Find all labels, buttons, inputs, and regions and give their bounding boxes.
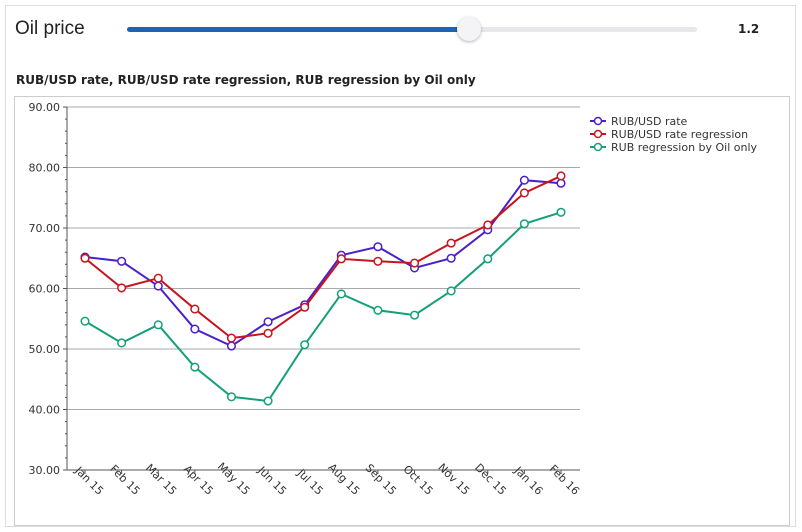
- x-tick-label: Apr 15: [181, 463, 216, 498]
- data-point: [409, 310, 420, 320]
- data-point: [300, 340, 310, 350]
- data-point: [263, 396, 273, 406]
- data-point: [190, 324, 200, 334]
- x-tick-label: May 15: [215, 460, 253, 498]
- y-tick-label: 80.00: [29, 162, 61, 175]
- x-tick-label: Jan 15: [72, 463, 106, 497]
- panel: [5, 5, 796, 527]
- data-point: [153, 281, 163, 291]
- legend-label: RUB regression by Oil only: [611, 141, 758, 154]
- x-tick-label: Nov 15: [435, 461, 472, 498]
- data-point: [263, 328, 273, 338]
- legend-label: RUB/USD rate: [611, 115, 688, 128]
- data-point: [263, 317, 273, 327]
- x-tick-label: Oct 15: [400, 463, 435, 498]
- x-tick-label: Sep 15: [363, 461, 399, 497]
- data-point: [519, 219, 529, 229]
- y-tick-label: 40.00: [29, 404, 61, 417]
- y-tick-label: 70.00: [29, 222, 61, 235]
- x-tick-label: Jun 15: [255, 463, 289, 497]
- x-tick-label: Feb 15: [107, 462, 142, 497]
- data-point: [226, 333, 237, 343]
- legend-label: RUB/USD rate regression: [611, 128, 748, 141]
- data-point: [483, 220, 493, 230]
- data-point: [190, 362, 200, 372]
- legend-marker: [593, 116, 603, 126]
- data-point: [556, 207, 566, 217]
- data-point: [80, 253, 90, 263]
- slider-fill: [127, 27, 469, 32]
- data-point: [153, 320, 163, 330]
- data-point: [190, 304, 200, 314]
- y-tick-label: 30.00: [29, 464, 61, 477]
- y-tick-label: 90.00: [29, 101, 61, 114]
- x-tick-label: Mar 15: [143, 461, 179, 497]
- series-line-1: [84, 175, 562, 340]
- x-tick-label: Jan 16: [511, 463, 545, 497]
- legend-marker: [593, 129, 603, 139]
- data-point: [519, 188, 529, 198]
- series-line-0: [84, 179, 562, 348]
- data-point: [226, 392, 237, 402]
- oil-price-slider[interactable]: [127, 17, 697, 41]
- data-point: [446, 238, 456, 248]
- data-point: [409, 258, 420, 268]
- legend-marker: [593, 142, 603, 152]
- data-point: [446, 253, 456, 263]
- x-tick-label: Dec 15: [472, 461, 509, 498]
- data-point: [373, 242, 383, 252]
- data-point: [336, 289, 346, 299]
- y-tick-label: 60.00: [29, 283, 61, 296]
- oil-price-label: Oil price: [15, 18, 85, 39]
- chart-title: RUB/USD rate, RUB/USD rate regression, R…: [16, 73, 476, 87]
- chart-container: [14, 96, 790, 526]
- slider-handle[interactable]: [457, 17, 481, 41]
- data-point: [556, 171, 566, 181]
- x-tick-label: Jul 15: [294, 466, 326, 498]
- y-tick-label: 50.00: [29, 343, 61, 356]
- data-point: [153, 273, 163, 283]
- data-point: [519, 175, 529, 185]
- series-line-2: [84, 211, 562, 403]
- data-point: [446, 286, 456, 296]
- data-point: [80, 316, 90, 326]
- data-point: [373, 256, 383, 266]
- data-point: [117, 283, 127, 293]
- x-tick-label: Feb 16: [547, 462, 582, 497]
- data-point: [226, 341, 237, 351]
- data-point: [556, 178, 566, 188]
- data-point: [117, 338, 127, 348]
- data-point: [300, 302, 310, 312]
- data-point: [483, 254, 493, 264]
- oil-price-value: 1.2: [738, 22, 760, 36]
- data-point: [373, 305, 383, 315]
- data-point: [117, 256, 127, 266]
- data-point: [336, 254, 346, 264]
- x-tick-label: Aug 15: [326, 461, 363, 498]
